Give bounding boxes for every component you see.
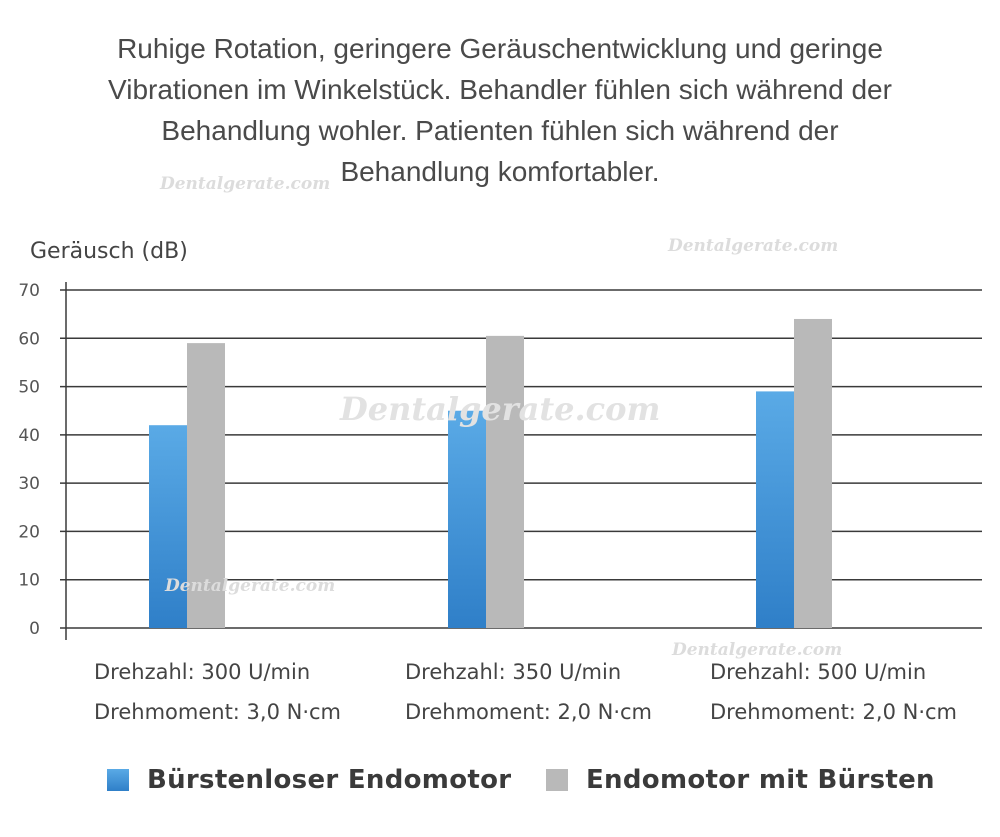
legend-item-brushed: Endomotor mit Bürsten <box>546 765 935 795</box>
legend-swatch-blue <box>107 769 129 791</box>
y-tick-label: 70 <box>18 281 40 301</box>
y-tick-label: 0 <box>29 619 40 639</box>
y-tick-label: 60 <box>18 329 40 349</box>
watermark: Dentalgerate.com <box>340 390 661 428</box>
bar-brushed <box>486 335 524 628</box>
watermark: Dentalgerate.com <box>160 174 331 194</box>
y-tick-label: 50 <box>18 378 40 398</box>
category-label-torque: Drehmoment: 2,0 N·cm <box>710 700 957 724</box>
y-tick-label: 10 <box>18 571 40 591</box>
headline-line-4: Behandlung komfortabler. <box>340 156 660 187</box>
category-label-speed: Drehzahl: 500 U/min <box>710 660 926 684</box>
category-label-torque: Drehmoment: 3,0 N·cm <box>94 700 341 724</box>
legend-swatch-gray <box>546 769 568 791</box>
bar-brushless <box>149 425 187 628</box>
y-axis-label: Geräusch (dB) <box>30 239 188 264</box>
y-tick-labels: 0 10 20 30 40 50 60 70 <box>18 281 40 639</box>
category-label-torque: Drehmoment: 2,0 N·cm <box>405 700 652 724</box>
headline-line-1: Ruhige Rotation, geringere Geräuschentwi… <box>117 33 883 64</box>
y-tick-label: 20 <box>18 522 40 542</box>
legend-label: Endomotor mit Bürsten <box>586 765 935 795</box>
watermark: Dentalgerate.com <box>672 640 843 660</box>
bar-brushed <box>187 343 225 628</box>
headline-line-3: Behandlung wohler. Patienten fühlen sich… <box>161 115 839 146</box>
watermark: Dentalgerate.com <box>668 236 839 256</box>
headline: Ruhige Rotation, geringere Geräuschentwi… <box>20 28 980 192</box>
legend: Bürstenloser Endomotor Endomotor mit Bür… <box>0 765 1000 805</box>
category-label-speed: Drehzahl: 300 U/min <box>94 660 310 684</box>
bars <box>149 318 832 628</box>
y-tick-label: 30 <box>18 474 40 494</box>
y-tick-label: 40 <box>18 426 40 446</box>
bar-brushless <box>448 410 486 628</box>
bar-brushless <box>756 391 794 628</box>
bar-brushed <box>794 318 832 628</box>
headline-line-2: Vibrationen im Winkelstück. Behandler fü… <box>108 74 892 105</box>
bar-chart: Geräusch (dB) 0 10 20 30 40 50 60 70 Drehzahl: … <box>18 239 982 724</box>
legend-item-brushless: Bürstenloser Endomotor <box>107 765 511 795</box>
legend-label: Bürstenloser Endomotor <box>147 765 512 795</box>
category-label-speed: Drehzahl: 350 U/min <box>405 660 621 684</box>
watermark: Dentalgerate.com <box>165 576 336 596</box>
category-labels: Drehzahl: 300 U/min Drehmoment: 3,0 N·cm D… <box>94 660 957 724</box>
